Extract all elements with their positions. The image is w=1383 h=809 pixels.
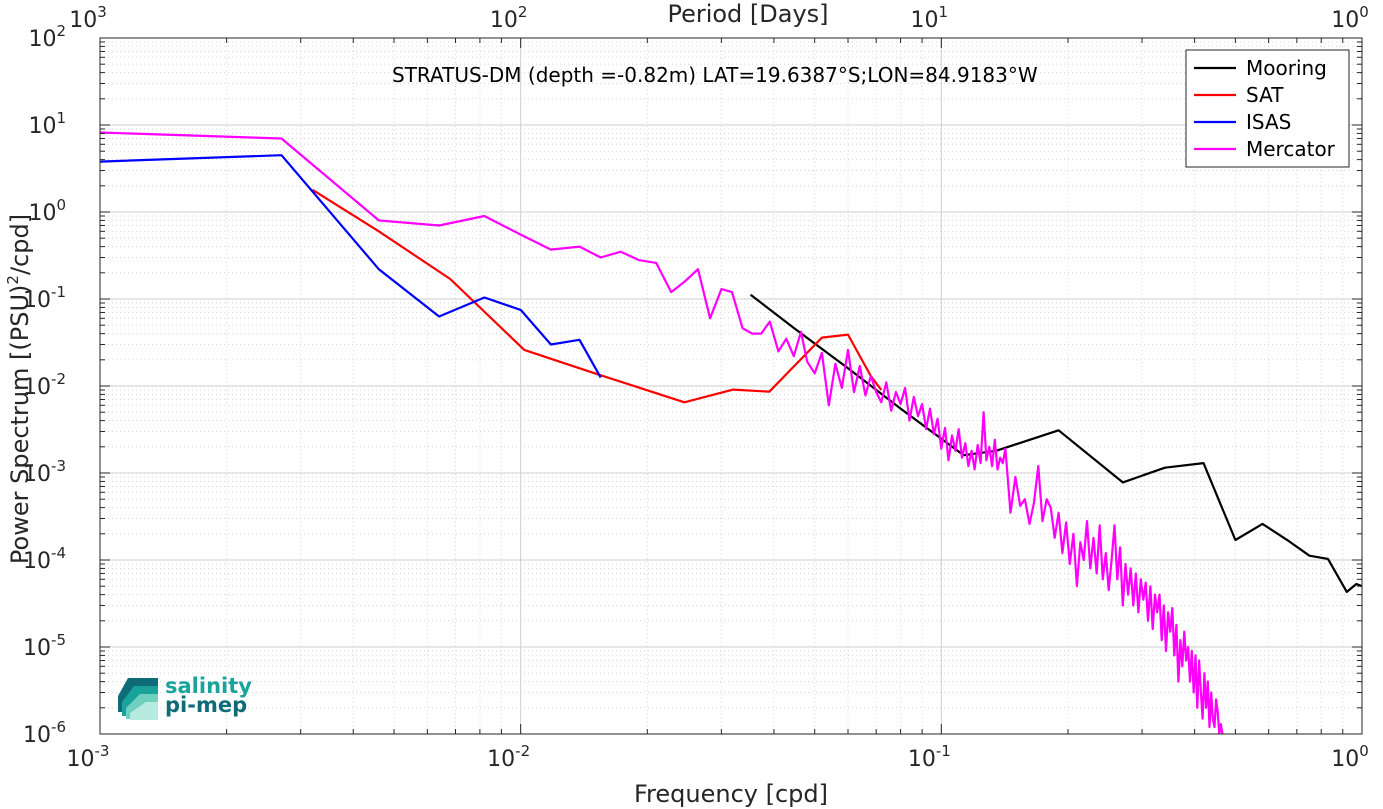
- x-tick-label: 10-2: [487, 742, 530, 772]
- y-tick-label: 101: [28, 109, 66, 139]
- y-tick-label: 10-6: [23, 718, 66, 748]
- legend-label-mooring: Mooring: [1246, 56, 1327, 80]
- period-tick-label: 100: [1331, 3, 1369, 33]
- series-line-mooring: [749, 293, 1362, 594]
- logo-text-salinity: salinity: [165, 674, 252, 698]
- series-line-isas: [100, 154, 602, 379]
- y-tick-label: 10-4: [23, 544, 66, 574]
- y-tick-labels: 102 101 100 10-1 10-2 10-3 10-4 10-5 10-6: [23, 22, 66, 748]
- y-axis-label-unit: /cpd]: [6, 214, 34, 275]
- series-line-sat: [311, 188, 883, 404]
- y-axis-label: Power Spectrum [(PSU)2/cpd]: [4, 214, 34, 564]
- y-tick-label: 10-2: [23, 370, 66, 400]
- period-tick-labels: 103 102 101 100: [69, 3, 1369, 33]
- y-tick-label: 10-1: [23, 283, 66, 313]
- x-tick-label: 10-3: [67, 742, 110, 772]
- legend-label-mercator: Mercator: [1246, 137, 1336, 161]
- y-tick-label: 10-5: [23, 631, 66, 661]
- y-tick-label: 100: [28, 196, 66, 226]
- period-tick-label: 101: [911, 3, 949, 33]
- legend-label-sat: SAT: [1246, 83, 1284, 107]
- y-tick-label: 102: [28, 22, 66, 52]
- series-line-mercator: [100, 131, 1224, 734]
- station-annotation: STRATUS-DM (depth =-0.82m) LAT=19.6387°S…: [392, 63, 1038, 87]
- y-axis-label-exponent: 2: [4, 275, 22, 285]
- x-tick-label: 10-1: [908, 742, 951, 772]
- salinity-pi-mep-logo: salinity pi-mep: [118, 674, 252, 720]
- series-lines: [100, 131, 1362, 734]
- logo-mark-icon: [118, 678, 158, 720]
- period-tick-label: 103: [69, 3, 107, 33]
- legend: Mooring SAT ISAS Mercator: [1185, 49, 1350, 168]
- legend-box: [1185, 49, 1350, 168]
- y-tick-label: 10-3: [23, 457, 66, 487]
- y-axis-label-main: Power Spectrum [(PSU): [6, 285, 34, 564]
- x-tick-labels: 10-3 10-2 10-1 100: [67, 742, 1369, 772]
- tick-marks: [99, 37, 1363, 735]
- period-tick-label: 102: [490, 3, 528, 33]
- x-axis-label: Frequency [cpd]: [634, 780, 828, 808]
- legend-label-isas: ISAS: [1246, 110, 1291, 134]
- x-tick-label: 100: [1331, 742, 1369, 772]
- period-axis-label: Period [Days]: [667, 0, 828, 28]
- logo-text-pi-mep: pi-mep: [165, 693, 247, 717]
